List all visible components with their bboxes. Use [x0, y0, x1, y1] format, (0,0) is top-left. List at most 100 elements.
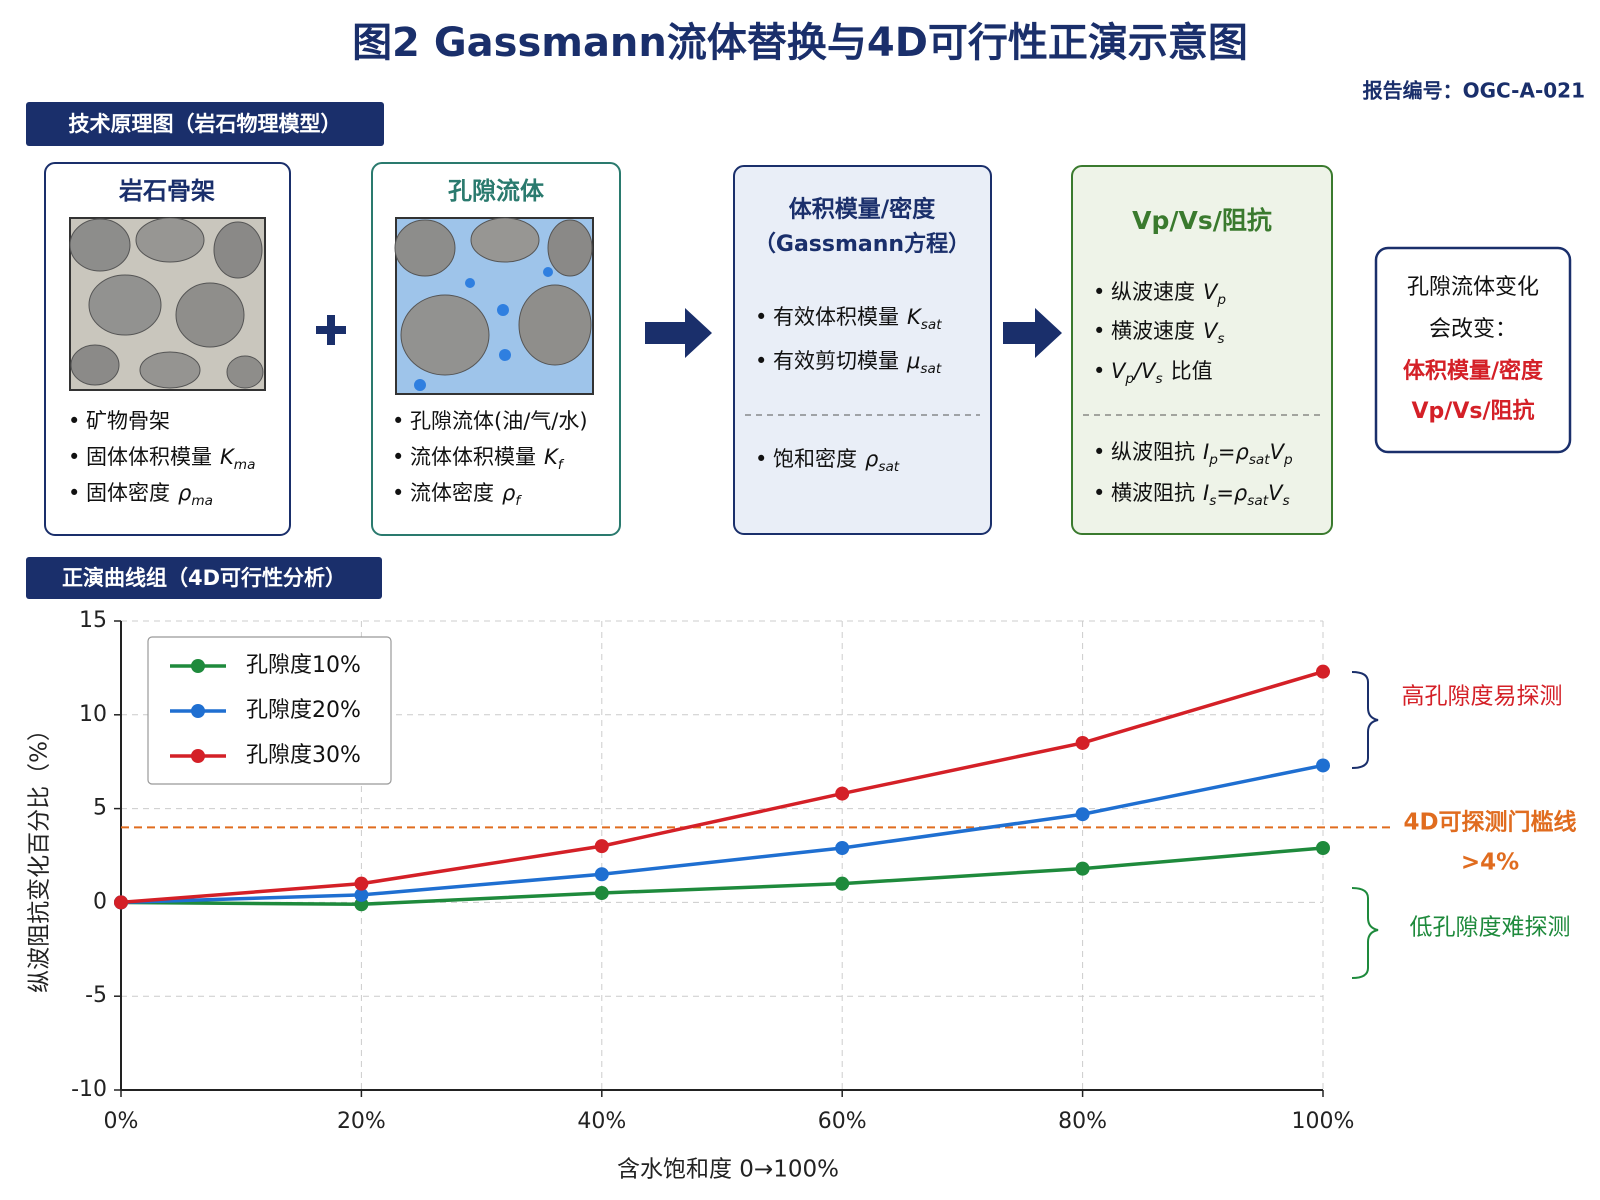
- bullet-item: 流体密度 ρf: [410, 481, 522, 509]
- x-tick-label: 100%: [1292, 1109, 1355, 1134]
- math-subscript: sat: [920, 361, 941, 377]
- section-header-bg: [26, 102, 384, 146]
- math-subscript: s: [1156, 371, 1163, 387]
- math-symbol: ρ: [1234, 481, 1248, 505]
- legend-label: 孔隙度30%: [246, 743, 361, 768]
- legend-label: 孔隙度10%: [246, 653, 361, 678]
- annotation: 高孔隙度易探测: [1402, 684, 1563, 710]
- math-subscript: sat: [921, 317, 942, 333]
- bullet-item: 纵波阻抗 Ip=ρsatVp: [1111, 440, 1293, 468]
- math-symbol: ρ: [178, 481, 192, 505]
- math-subscript: f: [558, 457, 565, 473]
- section-header-bg: [26, 557, 382, 599]
- y-tick-label: 15: [79, 608, 107, 633]
- math-subscript: p: [1124, 371, 1134, 387]
- bullet: •: [68, 409, 80, 433]
- math-symbol: V: [1141, 359, 1157, 383]
- math-subscript: p: [1283, 452, 1293, 468]
- bracket: [1351, 671, 1379, 769]
- x-tick-label: 60%: [818, 1109, 867, 1134]
- data-point: [1075, 861, 1090, 876]
- bullet: •: [392, 445, 404, 469]
- x-tick-label: 40%: [577, 1109, 626, 1134]
- velocity-box: [1071, 165, 1333, 535]
- data-point: [1316, 664, 1330, 679]
- math-symbol: V: [1270, 440, 1286, 464]
- fluid-drop: [414, 379, 426, 391]
- item-text: 有效体积模量: [773, 305, 899, 329]
- item-text: 固体密度: [86, 481, 170, 505]
- legend-marker: [191, 704, 205, 718]
- item-text: 饱和密度: [773, 447, 857, 471]
- math-symbol: V: [1203, 319, 1219, 343]
- math-subscript: s: [1209, 493, 1216, 509]
- math-subscript: ma: [234, 457, 256, 473]
- fluid-image: [394, 217, 594, 395]
- math-symbol: V: [1203, 280, 1219, 304]
- data-point: [1316, 758, 1330, 773]
- y-tick-label: -10: [71, 1077, 107, 1102]
- bullet: •: [392, 409, 404, 433]
- bullet-item: 固体体积模量 Kma: [86, 445, 255, 473]
- math-symbol: K: [220, 445, 236, 469]
- bullet: •: [755, 305, 767, 329]
- box-title: Vp/Vs/阻抗: [1132, 206, 1272, 235]
- grain: [400, 294, 490, 376]
- bullet-item: 横波速度 Vs: [1111, 319, 1224, 347]
- note-line: 会改变：: [1429, 317, 1517, 342]
- fluid-drop: [497, 304, 509, 316]
- math-subscript: s: [1217, 331, 1224, 347]
- data-point: [354, 876, 369, 891]
- math-symbol: μ: [906, 349, 920, 373]
- grain: [226, 355, 264, 389]
- legend-marker: [191, 749, 205, 763]
- data-point: [114, 895, 128, 910]
- bullet: •: [1093, 359, 1105, 383]
- data-point: [594, 886, 609, 901]
- x-tick-label: 20%: [337, 1109, 386, 1134]
- threshold-label: 4D可探测门槛线: [1403, 809, 1576, 836]
- y-axis-label: 纵波阻抗变化百分比（%）: [27, 718, 53, 993]
- item-text: 孔隙流体(油/气/水): [410, 409, 588, 433]
- series-line: [120, 669, 1324, 905]
- grain: [470, 217, 540, 263]
- series-line: [120, 763, 1324, 905]
- x-tick-label: 80%: [1058, 1109, 1107, 1134]
- grain: [69, 218, 131, 272]
- item-text: 流体体积模量: [410, 445, 536, 469]
- bullet-item: 横波阻抗 Is=ρsatVs: [1111, 481, 1290, 509]
- grain: [518, 284, 592, 366]
- threshold-sub-label: >4%: [1461, 850, 1519, 876]
- annotation: 低孔隙度难探测: [1410, 915, 1571, 941]
- grain: [135, 217, 205, 263]
- y-tick-label: 0: [93, 889, 107, 914]
- legend-box: [147, 636, 392, 785]
- bullet: •: [1093, 280, 1105, 304]
- math-symbol: V: [1111, 359, 1127, 383]
- math-symbol: ρ: [865, 447, 879, 471]
- bracket: [1351, 887, 1379, 979]
- bullet-item: Vp/Vs 比值: [1111, 359, 1213, 387]
- math-symbol: ρ: [502, 481, 516, 505]
- fluid-drop: [465, 278, 475, 288]
- data-point: [835, 840, 850, 855]
- bullet: •: [755, 349, 767, 373]
- item-text: 纵波速度: [1111, 280, 1195, 304]
- modulus-box: [733, 165, 992, 535]
- data-point: [594, 839, 609, 854]
- math-symbol: V: [1268, 481, 1284, 505]
- data-point: [1075, 735, 1090, 750]
- math-symbol: I: [1203, 440, 1209, 464]
- bullet-item: 纵波速度 Vp: [1111, 280, 1226, 308]
- box-title: 体积模量/密度: [789, 196, 936, 223]
- math-symbol: =: [1218, 440, 1236, 464]
- arrow-icon: [645, 308, 712, 358]
- arrow-icon: [1003, 308, 1062, 358]
- math-symbol: ρ: [1235, 440, 1249, 464]
- math-subscript: sat: [1249, 452, 1270, 468]
- grain: [175, 282, 245, 348]
- bullet-item: 饱和密度 ρsat: [773, 447, 900, 475]
- data-point: [835, 786, 850, 801]
- grain: [139, 351, 201, 389]
